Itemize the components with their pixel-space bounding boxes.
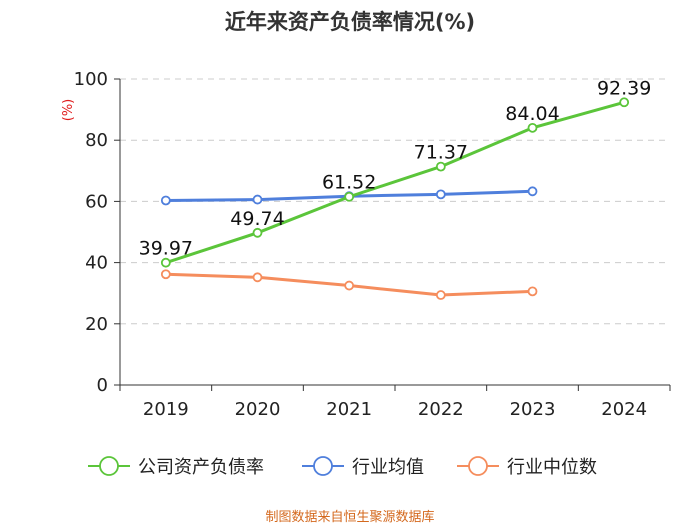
legend-item[interactable]: 行业均值 [302, 456, 424, 478]
data-label: 49.74 [230, 208, 284, 230]
x-tick-label: 2020 [235, 399, 281, 420]
data-point [435, 290, 446, 300]
data-point [160, 257, 171, 268]
series-group [160, 97, 630, 300]
y-tick-label: 0 [97, 375, 108, 396]
data-point [252, 272, 263, 283]
x-tick-label: 2021 [326, 399, 372, 420]
data-label: 84.04 [505, 103, 559, 125]
data-point [435, 189, 446, 200]
x-ticks: 2019 2020 2021 2022 2023 2024 [119, 385, 671, 420]
axes [119, 79, 670, 386]
data-point [435, 161, 446, 172]
series-company [160, 97, 630, 268]
legend-item[interactable]: 公司资产负债率 [88, 456, 264, 478]
legend-marker [313, 456, 333, 476]
chart-title: 近年来资产负债率情况(%) [225, 10, 475, 34]
source-note: 制图数据来自恒生聚源数据库 [265, 509, 434, 525]
data-point [160, 269, 171, 280]
data-point [527, 186, 538, 197]
legend[interactable]: 公司资产负债率 行业均值 行业中位数 [88, 456, 597, 478]
series-industry-median [160, 269, 538, 300]
data-label: 71.37 [414, 142, 468, 164]
data-label: 92.39 [597, 77, 651, 99]
data-point [527, 122, 538, 133]
y-tick-label: 60 [85, 191, 108, 212]
y-tick-label: 40 [85, 253, 108, 274]
data-point [344, 191, 355, 202]
data-point [160, 195, 171, 206]
y-tick-label: 80 [85, 130, 108, 151]
y-axis-label: (%) [61, 99, 76, 122]
data-label: 61.52 [322, 172, 376, 194]
data-point [527, 286, 538, 297]
legend-label: 行业中位数 [507, 457, 597, 478]
data-point [619, 97, 630, 108]
legend-label: 行业均值 [352, 457, 424, 478]
y-tick-label: 100 [74, 69, 108, 90]
data-point [252, 194, 263, 205]
x-tick-label: 2022 [418, 399, 464, 420]
legend-item[interactable]: 行业中位数 [457, 456, 597, 478]
data-point [252, 227, 263, 238]
data-point [344, 280, 355, 291]
x-tick-label: 2024 [601, 399, 647, 420]
x-tick-label: 2023 [510, 399, 556, 420]
y-tick-label: 20 [85, 314, 108, 335]
series-line [165, 100, 625, 265]
x-tick-label: 2019 [143, 399, 189, 420]
y-ticks: 0 20 40 60 80 100 [74, 69, 120, 396]
data-label: 39.97 [139, 238, 193, 260]
legend-marker [99, 456, 119, 476]
legend-label: 公司资产负债率 [138, 457, 264, 478]
data-labels: 39.97 49.74 61.52 71.37 84.04 92.39 [139, 77, 652, 259]
legend-marker [468, 456, 488, 476]
